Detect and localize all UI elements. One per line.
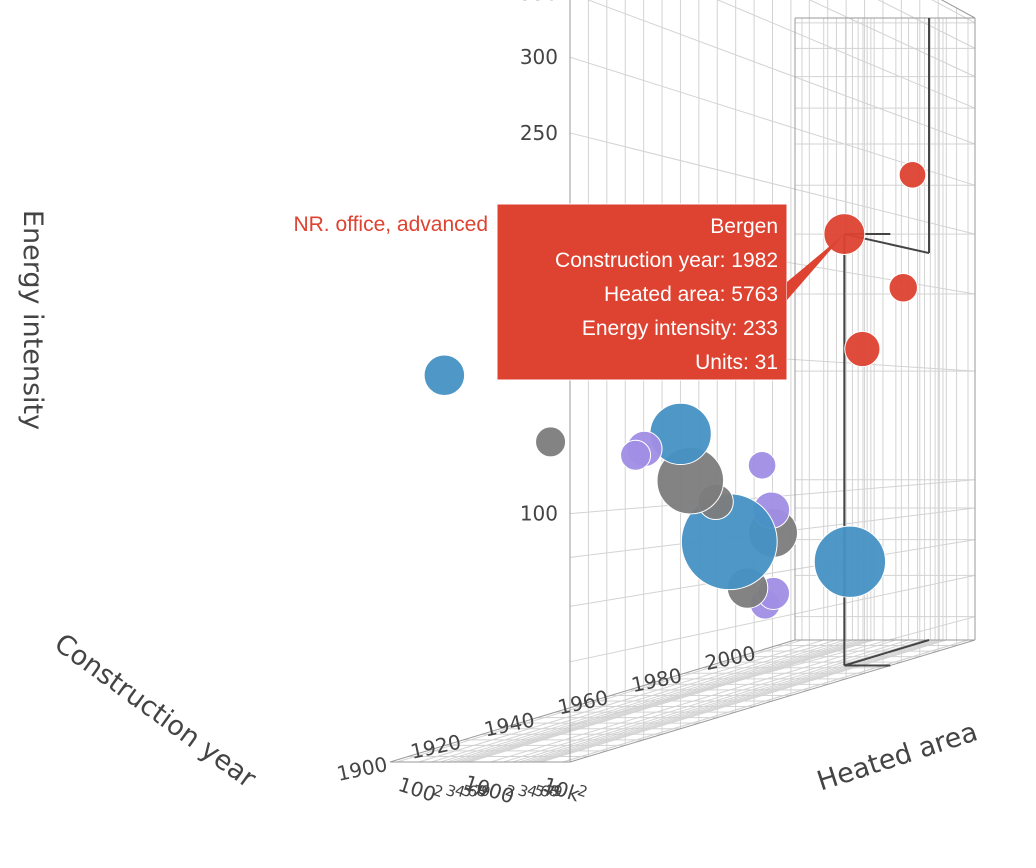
x-tick-label: 2000: [703, 641, 758, 675]
grid-line-area: [431, 639, 837, 763]
tooltip-series-label: NR. office, advanced: [293, 213, 488, 236]
grid-line-area: [462, 639, 868, 763]
tooltip-line: Heated area: 5763: [604, 283, 778, 306]
box-edge: [389, 639, 796, 763]
grid-line-energy: [569, 539, 976, 607]
z-tick-label: 100: [520, 502, 558, 526]
z-axis-title: Energy intensity: [17, 210, 48, 430]
x-tick-label: 1900: [335, 752, 390, 786]
tooltip-line: Bergen: [710, 215, 778, 238]
grid-line-energy: [586, 0, 976, 145]
grid-line-area: [447, 639, 853, 763]
tick-labels: 1900192019401960198020001002345678910002…: [335, 0, 758, 809]
spike-floor: [844, 639, 930, 667]
x-tick-label: 1940: [482, 708, 537, 742]
tooltip-line: Energy intensity: 233: [582, 317, 778, 340]
data-point[interactable]: [535, 426, 567, 458]
tooltip-line: Construction year: 1982: [555, 249, 778, 272]
z-tick-label: 350: [520, 0, 558, 5]
data-point[interactable]: [423, 354, 466, 397]
grid-line-energy: [569, 616, 976, 727]
grid-lines: [389, 0, 976, 763]
grid-line-area: [512, 639, 918, 763]
box-edge: [569, 639, 976, 763]
grid-line-area: [519, 639, 925, 763]
grid-line-area: [541, 639, 947, 763]
grid-line-area: [440, 639, 846, 763]
y-tick-label: 10k: [540, 772, 583, 806]
data-point[interactable]: [898, 160, 927, 189]
grid-line-energy: [808, 0, 976, 78]
x-axis-title: Construction year: [49, 628, 263, 795]
tooltip-box: [496, 203, 788, 381]
grid-line-area: [503, 639, 909, 763]
grid-line-area: [537, 639, 944, 763]
x-tick-label: 1960: [556, 685, 611, 719]
data-point[interactable]: [620, 439, 652, 471]
grid-line-area: [452, 639, 859, 763]
grid-line-area: [490, 639, 897, 763]
x-tick-label: 1980: [629, 663, 684, 697]
hover-tooltip: NR. office, advanced Bergen Construction y…: [293, 203, 845, 381]
data-points: [423, 160, 927, 620]
z-tick-label: 250: [520, 121, 558, 145]
y-tick-label: 100: [395, 772, 439, 807]
grid-line-energy: [569, 132, 976, 235]
grid-line-energy: [569, 574, 976, 663]
data-point[interactable]: [813, 525, 887, 598]
grid-line-energy: [716, 0, 976, 109]
grid-line-area: [396, 639, 803, 763]
z-tick-label: 300: [520, 45, 558, 69]
data-point[interactable]: [747, 450, 777, 480]
grid-line-area: [529, 639, 936, 763]
data-point[interactable]: [844, 330, 881, 368]
grid-line-energy: [877, 0, 976, 49]
grid-line-area: [418, 639, 824, 763]
grid-line-area: [534, 639, 940, 763]
grid-line-area: [468, 639, 875, 763]
grid-line-area: [562, 639, 969, 763]
y-axis-title: Heated area: [813, 716, 981, 797]
x-tick-label: 1920: [408, 730, 463, 764]
grid-line-area: [465, 639, 871, 763]
tooltip-line: Units: 31: [695, 351, 778, 374]
data-point[interactable]: [888, 273, 918, 303]
tooltip-pointer: [787, 234, 845, 300]
